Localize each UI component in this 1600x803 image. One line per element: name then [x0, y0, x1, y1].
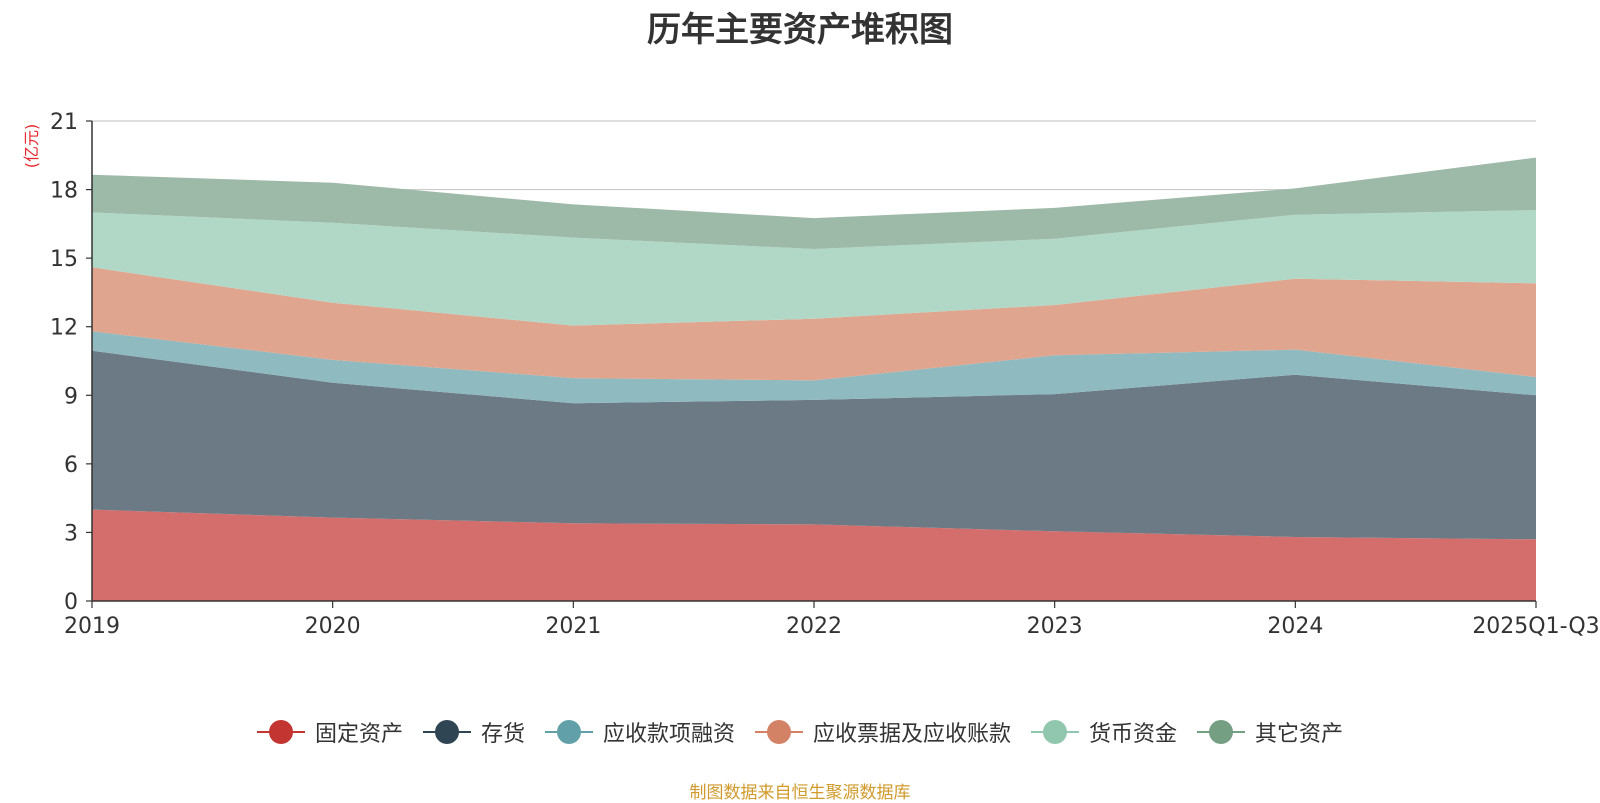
legend-item[interactable]: 存货	[422, 716, 525, 748]
y-tick-label: 21	[50, 110, 78, 135]
legend-label: 固定资产	[314, 722, 403, 747]
legend-marker-icon	[1197, 720, 1246, 744]
y-tick-label: 18	[50, 179, 78, 204]
area-固定资产	[92, 509, 1536, 601]
x-tick-label: 2023	[1027, 614, 1083, 639]
legend-item[interactable]: 货币资金	[1031, 716, 1177, 748]
legend-dot	[268, 720, 293, 744]
legend-marker-icon	[1031, 720, 1080, 744]
area-货币资金	[92, 210, 1536, 326]
chart-title: 历年主要资产堆积图	[647, 10, 953, 50]
y-tick-label: 9	[64, 384, 78, 409]
y-tick-label: 12	[50, 316, 78, 341]
x-tick-label: 2019	[64, 614, 120, 639]
chart-legend: 固定资产 存货 应收款项融资 应收票据及应收账款 货币资金 其它资产	[0, 716, 1600, 748]
y-tick-label: 3	[64, 521, 78, 546]
x-tick-label: 2021	[545, 614, 601, 639]
legend-label: 其它资产	[1255, 722, 1344, 747]
legend-dot	[1209, 720, 1234, 744]
y-axis-unit-label: (亿元)	[22, 124, 41, 169]
legend-item[interactable]: 其它资产	[1197, 716, 1343, 748]
legend-marker-icon	[544, 720, 593, 744]
area-应收票据及应收账款	[92, 267, 1536, 381]
area-其它资产	[92, 157, 1536, 249]
x-tick-label: 2024	[1267, 614, 1323, 639]
stacked-area-chart: 0 3 6 9 12 15 18 21 2019 2020 2021 2022 2023 2024 2025…	[22, 110, 1600, 639]
legend-dot	[434, 720, 459, 744]
y-tick-label: 6	[64, 453, 78, 478]
legend-marker-icon	[422, 720, 471, 744]
legend-label: 存货	[480, 722, 525, 747]
legend-label: 应收款项融资	[602, 722, 735, 747]
legend-label: 应收票据及应收账款	[813, 722, 1012, 747]
y-tick-label: 15	[50, 247, 78, 272]
y-tick-label: 0	[64, 590, 78, 615]
legend-dot	[767, 720, 791, 744]
area-存货	[92, 350, 1536, 540]
legend-item[interactable]: 应收款项融资	[544, 716, 735, 748]
area-应收款项融资	[92, 331, 1536, 404]
legend-marker-icon	[755, 720, 803, 744]
data-source-note: 制图数据来自恒生聚源数据库	[689, 783, 911, 803]
axis-ticks: 0 3 6 9 12 15 18 21 2019 2020 2021 2022 2023 2024 2025…	[50, 110, 1600, 639]
legend-dot	[556, 720, 581, 744]
area-series	[92, 157, 1536, 601]
x-tick-label: 2022	[786, 614, 842, 639]
legend-item[interactable]: 固定资产	[256, 716, 403, 748]
x-tick-label: 2020	[305, 614, 361, 639]
x-tick-label: 2025Q1-Q3	[1472, 614, 1599, 639]
legend-marker-icon	[256, 720, 305, 744]
legend-label: 货币资金	[1089, 722, 1178, 747]
legend-dot	[1043, 720, 1068, 744]
legend-item[interactable]: 应收票据及应收账款	[755, 716, 1011, 748]
